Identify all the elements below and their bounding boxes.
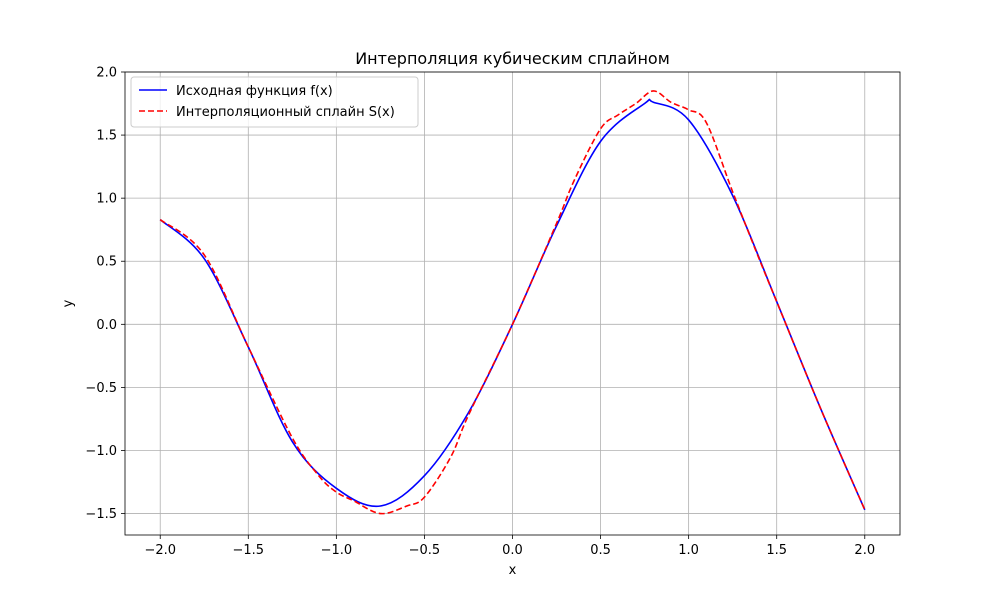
x-tick-label: 0.0 [502,543,523,558]
y-tick-label: −1.5 [85,507,117,522]
x-tick-label: 1.0 [678,543,699,558]
legend-box [130,76,419,128]
y-tick-label: −0.5 [85,381,117,396]
y-tick-label: 1.0 [96,192,117,207]
legend-label-spline: Интерполяционный сплайн S(x) [176,105,395,120]
y-tick-label: 0.5 [96,255,117,270]
series-layer [159,90,866,515]
legend: Исходная функция f(x) Интерполяционный с… [130,76,419,128]
x-tick-label: −1.0 [321,543,353,558]
chart-title: Интерполяция кубическим сплайном [355,49,670,68]
x-axis-label: x [509,563,517,578]
y-tick-label: 2.0 [96,66,117,81]
y-axis-label: y [61,299,76,307]
x-tick-label: 1.5 [766,543,787,558]
y-tick-label: 1.5 [96,129,117,144]
grid [125,71,900,535]
x-tick-label: 2.0 [854,543,875,558]
legend-label-original-function: Исходная функция f(x) [176,84,333,99]
x-tick-label: 0.5 [590,543,611,558]
x-tick-label: −1.5 [233,543,265,558]
y-tick-label: −1.0 [85,444,117,459]
ticks: −2.0 −1.5 −1.0 −0.5 0.0 0.5 1.0 1.5 2.0 −1.5 −1.0 −… [85,66,875,559]
x-tick-label: −2.0 [144,543,176,558]
y-tick-label: 0.0 [96,318,117,333]
x-tick-label: −0.5 [409,543,441,558]
series-line-spline [159,90,866,515]
